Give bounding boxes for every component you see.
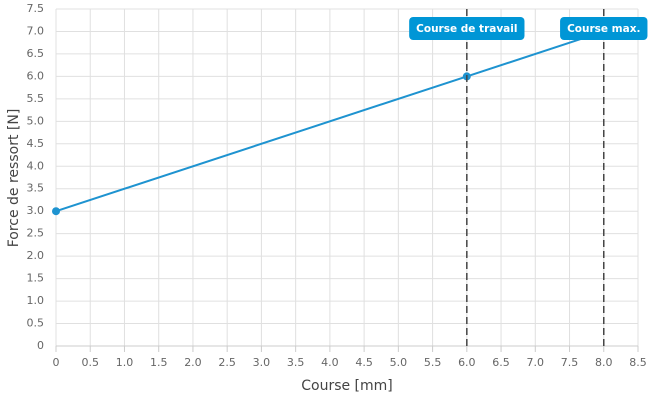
annotation: Course max.	[560, 17, 648, 40]
x-tick-label: 2.5	[218, 356, 236, 369]
x-tick-label: 4.0	[321, 356, 339, 369]
data-point	[52, 207, 60, 216]
y-tick-label: 2.5	[27, 227, 45, 240]
x-tick-label: 1.5	[150, 356, 168, 369]
x-tick-label: 0	[53, 356, 60, 369]
annotation-label: Course de travail	[416, 23, 517, 35]
x-tick-label: 4.5	[355, 356, 373, 369]
y-tick-label: 2.0	[27, 249, 45, 262]
x-tick-label: 7.0	[527, 356, 545, 369]
annotation-box	[409, 17, 525, 40]
y-tick-label: 7.0	[27, 24, 45, 37]
y-axis-title: Force de ressort [N]	[6, 109, 22, 248]
y-tick-label: 4.0	[27, 159, 45, 172]
annotation: Course de travail	[409, 17, 525, 40]
y-tick-label: 4.5	[27, 137, 45, 150]
y-tick-label: 1.5	[27, 272, 45, 285]
x-tick-label: 6.0	[458, 356, 476, 369]
x-tick-label: 6.5	[492, 356, 510, 369]
y-tick-label: 1.0	[27, 294, 45, 307]
x-tick-label: 8.5	[629, 356, 647, 369]
y-tick-label: 5.5	[27, 92, 45, 105]
y-tick-label: 6.0	[27, 69, 45, 82]
y-tick-label: 3.0	[27, 204, 45, 217]
y-tick-label: 0	[37, 339, 44, 352]
x-tick-label: 2.0	[184, 356, 202, 369]
x-tick-label: 5.0	[390, 356, 408, 369]
annotation-box	[560, 17, 648, 40]
y-tick-label: 7.5	[27, 2, 45, 15]
y-tick-label: 5.0	[27, 114, 45, 127]
x-axis-title: Course [mm]	[301, 378, 393, 394]
x-tick-label: 7.5	[561, 356, 579, 369]
x-tick-label: 3.0	[253, 356, 271, 369]
x-tick-label: 8.0	[595, 356, 613, 369]
y-tick-label: 0.5	[27, 317, 45, 330]
y-tick-label: 3.5	[27, 182, 45, 195]
x-tick-label: 1.0	[116, 356, 134, 369]
x-tick-label: 3.5	[287, 356, 305, 369]
annotation-label: Course max.	[567, 23, 640, 35]
x-tick-label: 5.5	[424, 356, 442, 369]
y-tick-label: 6.5	[27, 47, 45, 60]
x-tick-label: 0.5	[81, 356, 99, 369]
